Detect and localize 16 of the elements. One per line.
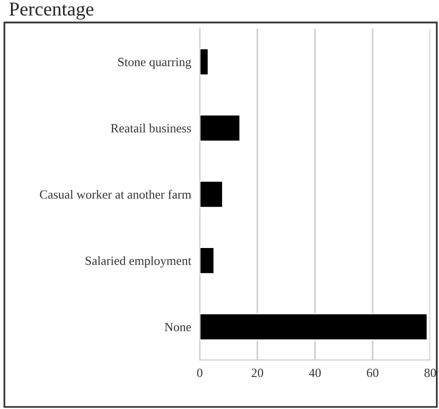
x-tick-label: 40 — [308, 368, 321, 378]
bar — [200, 312, 428, 341]
bar — [200, 180, 224, 208]
y-tick-label: Stone quarring — [118, 58, 192, 69]
bar — [200, 48, 210, 76]
bar — [200, 114, 241, 142]
x-tick-label: 20 — [252, 368, 264, 378]
y-tick-label: Salaried employment — [86, 256, 192, 268]
y-tick-label: None — [164, 322, 191, 332]
y-tick-label: Casual worker at another farm — [40, 190, 192, 199]
x-tick-label: 60 — [366, 368, 378, 378]
bar — [200, 246, 215, 274]
chart-title: Percentage — [9, 2, 94, 20]
x-tick-label: 0 — [197, 368, 202, 378]
y-tick-label: Reatail business — [110, 124, 191, 132]
x-tick-label: 80 — [424, 368, 436, 378]
